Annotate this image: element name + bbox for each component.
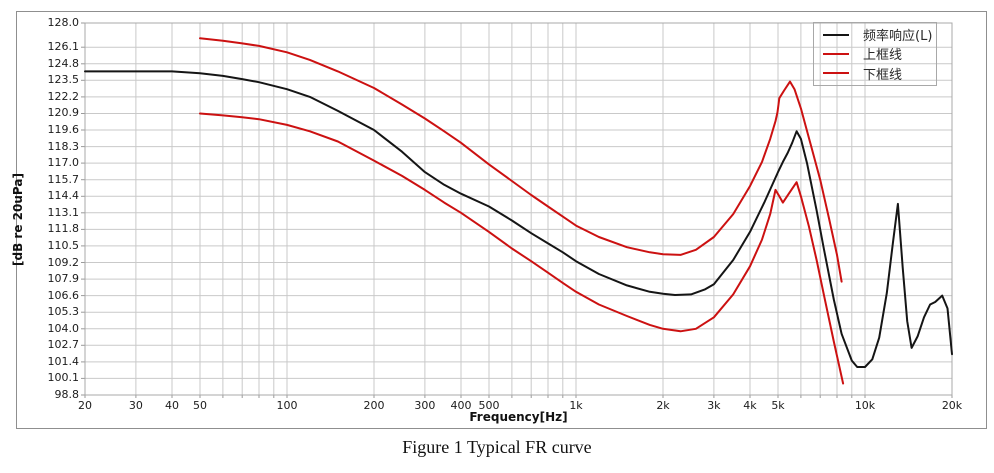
y-tick-label: 98.8	[54, 388, 80, 401]
legend-label: 下框线	[863, 67, 903, 83]
series-curve-0	[84, 70, 953, 368]
x-tick-label: 3k	[707, 399, 721, 412]
y-tick-label: 117.0	[47, 156, 80, 170]
x-tick-label: 40	[164, 399, 179, 412]
y-tick-label: 118.3	[47, 139, 80, 153]
y-tick-label: 107.9	[47, 272, 80, 286]
x-tick-label: 2k	[656, 399, 670, 412]
x-tick-label: 5k	[771, 399, 785, 412]
series-curve-2	[199, 112, 845, 385]
y-tick-label: 101.4	[47, 354, 80, 368]
y-tick-label: 110.5	[47, 238, 80, 252]
legend: 频率响应(L) 上框线下框线	[813, 22, 937, 86]
x-tick-label: 200	[363, 399, 385, 412]
y-tick-label: 105.3	[47, 305, 80, 319]
y-tick-label: 124.8	[47, 56, 80, 70]
y-tick-label: 128.0	[47, 16, 80, 29]
y-tick-label: 114.4	[47, 189, 80, 203]
y-tick-label: 126.1	[47, 40, 80, 54]
x-tick-label: 10k	[854, 399, 876, 412]
x-tick-label: 20k	[941, 399, 963, 412]
legend-item-1: 上框线	[814, 44, 936, 63]
series-curve-1	[199, 37, 843, 283]
y-tick-label: 100.1	[47, 371, 80, 385]
plot-border	[84, 22, 953, 396]
legend-label: 频率响应(L)	[863, 29, 933, 45]
x-tick-label: 500	[478, 399, 500, 412]
y-tick-label: 104.0	[47, 321, 80, 335]
y-tick-label: 120.9	[47, 106, 80, 120]
x-tick-label: 20	[78, 399, 92, 412]
y-tick-label: 119.6	[47, 123, 80, 136]
legend-item-0: 频率响应(L)	[814, 25, 936, 44]
x-tick-label: 4k	[743, 399, 757, 412]
y-axis-title: [dB re 20uPa]	[11, 173, 25, 267]
y-tick-label: 123.5	[47, 73, 80, 87]
legend-line-sample	[823, 33, 849, 36]
x-tick-label: 100	[276, 399, 298, 412]
x-tick-label: 1k	[569, 399, 583, 412]
x-tick-label: 300	[414, 399, 436, 412]
legend-label: 上框线	[863, 48, 903, 64]
figure-caption: Figure 1 Typical FR curve	[402, 437, 592, 457]
y-tick-label: 115.7	[47, 172, 80, 186]
x-tick-label: 30	[128, 399, 143, 412]
y-tick-label: 113.1	[47, 205, 80, 219]
legend-line-sample	[823, 72, 849, 75]
y-tick-label: 122.2	[47, 89, 80, 103]
y-tick-label: 102.7	[47, 338, 80, 352]
legend-item-2: 下框线	[814, 64, 936, 83]
y-tick-label: 109.2	[47, 255, 80, 269]
x-tick-label: 50	[193, 399, 207, 412]
x-tick-label: 400	[450, 399, 472, 412]
legend-line-sample	[823, 52, 849, 55]
y-tick-label: 106.6	[47, 288, 80, 302]
x-axis-title: Frequency[Hz]	[469, 410, 568, 424]
y-tick-label: 111.8	[47, 222, 80, 236]
